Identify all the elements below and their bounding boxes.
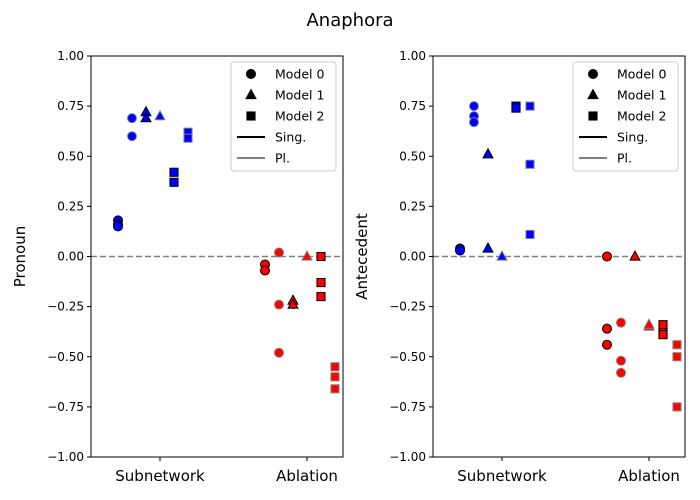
data-point bbox=[602, 323, 612, 334]
data-point bbox=[482, 242, 494, 253]
figure-title: Anaphora bbox=[306, 10, 393, 31]
y-tick-label: 0.50 bbox=[399, 149, 426, 163]
data-point bbox=[330, 362, 340, 372]
data-point bbox=[672, 352, 682, 362]
data-point bbox=[602, 251, 612, 262]
y-axis-label: Pronoun bbox=[11, 226, 29, 288]
data-point bbox=[154, 109, 166, 121]
y-axis-label: Antecedent bbox=[353, 213, 371, 300]
legend-label: Model 1 bbox=[275, 88, 324, 103]
y-tick-label: 0.50 bbox=[57, 149, 84, 163]
y-tick-label: −1.00 bbox=[47, 450, 84, 464]
legend-marker bbox=[588, 69, 598, 79]
data-point bbox=[169, 177, 179, 187]
data-point bbox=[140, 111, 152, 123]
legend-label: Model 0 bbox=[617, 67, 667, 82]
legend-marker bbox=[246, 111, 256, 121]
plot-frame bbox=[90, 55, 344, 458]
y-tick-label: −0.25 bbox=[389, 300, 426, 314]
data-point bbox=[316, 251, 326, 262]
data-point bbox=[274, 347, 284, 358]
legend-label: Model 1 bbox=[617, 88, 666, 103]
data-point bbox=[113, 221, 123, 232]
data-point bbox=[287, 298, 299, 309]
y-tick-label: −0.75 bbox=[47, 400, 84, 414]
legend-label: Model 0 bbox=[275, 67, 325, 82]
data-point bbox=[330, 384, 340, 394]
y-tick-label: 0.75 bbox=[399, 99, 426, 113]
data-point bbox=[658, 320, 668, 330]
x-tick-label: Ablation bbox=[276, 467, 338, 485]
legend-marker bbox=[588, 111, 598, 121]
data-point bbox=[127, 113, 137, 124]
data-point bbox=[672, 402, 682, 412]
data-point bbox=[316, 292, 326, 302]
legend-label: Sing. bbox=[617, 130, 648, 145]
x-tick-label: Subnetwork bbox=[115, 467, 205, 485]
data-point bbox=[616, 367, 626, 378]
legend-box bbox=[230, 61, 337, 172]
legend-label: Sing. bbox=[275, 130, 306, 145]
legend-marker bbox=[246, 69, 256, 79]
data-point bbox=[301, 250, 313, 261]
y-tick-label: 0.00 bbox=[399, 250, 426, 264]
data-point bbox=[525, 159, 535, 169]
data-point bbox=[482, 147, 494, 159]
data-point bbox=[169, 167, 179, 177]
data-point bbox=[496, 250, 508, 261]
y-tick-label: 0.00 bbox=[57, 250, 84, 264]
x-tick-label: Subnetwork bbox=[457, 467, 547, 485]
data-point bbox=[183, 133, 193, 143]
y-tick-label: 0.75 bbox=[57, 99, 84, 113]
legend-marker bbox=[245, 88, 257, 100]
legend-marker bbox=[587, 88, 599, 100]
y-tick-label: −0.25 bbox=[47, 300, 84, 314]
data-point bbox=[316, 278, 326, 288]
data-point bbox=[469, 117, 479, 128]
y-tick-label: 0.25 bbox=[57, 199, 84, 213]
y-tick-label: −1.00 bbox=[389, 450, 426, 464]
plot-frame bbox=[432, 55, 686, 458]
data-point bbox=[330, 372, 340, 382]
legend-label: Pl. bbox=[275, 151, 290, 166]
y-tick-label: −0.50 bbox=[47, 350, 84, 364]
data-point bbox=[672, 340, 682, 350]
data-point bbox=[658, 330, 668, 340]
legend-label: Model 2 bbox=[275, 109, 324, 124]
data-point bbox=[274, 299, 284, 310]
legend-box bbox=[572, 61, 679, 172]
y-tick-label: −0.75 bbox=[389, 400, 426, 414]
data-point bbox=[127, 131, 137, 142]
y-tick-label: 1.00 bbox=[57, 49, 84, 63]
data-point bbox=[629, 250, 641, 261]
data-point bbox=[616, 317, 626, 328]
y-tick-label: 1.00 bbox=[399, 49, 426, 63]
data-point bbox=[260, 265, 270, 276]
data-point bbox=[616, 355, 626, 366]
y-tick-label: 0.25 bbox=[399, 199, 426, 213]
data-point bbox=[525, 101, 535, 111]
data-point bbox=[525, 229, 535, 239]
data-point bbox=[602, 339, 612, 350]
data-point bbox=[511, 103, 521, 113]
data-point bbox=[455, 245, 465, 256]
y-tick-label: −0.50 bbox=[389, 350, 426, 364]
data-point bbox=[469, 101, 479, 112]
data-point bbox=[643, 318, 655, 329]
legend-label: Model 2 bbox=[617, 109, 666, 124]
x-tick-label: Ablation bbox=[618, 467, 680, 485]
data-point bbox=[274, 247, 284, 258]
legend-label: Pl. bbox=[617, 151, 632, 166]
